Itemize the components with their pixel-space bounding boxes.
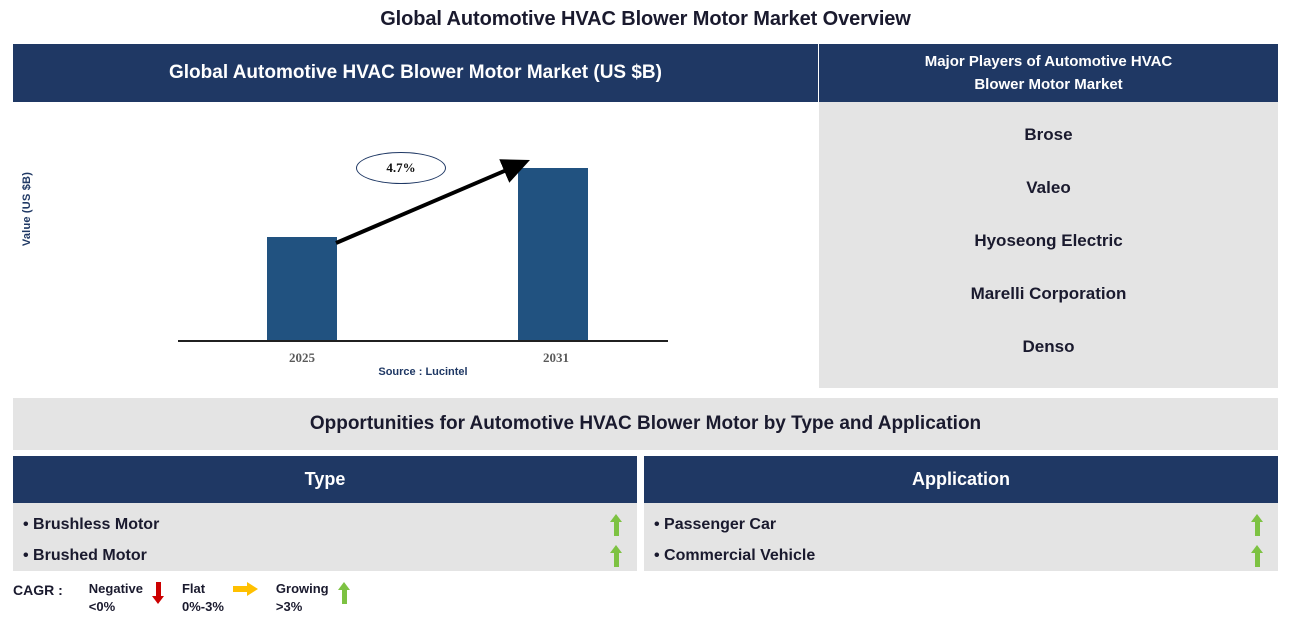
cagr-flat-range: 0%-3% (181, 598, 224, 614)
market-chart-panel: Global Automotive HVAC Blower Motor Mark… (13, 44, 818, 388)
up-arrow-icon (337, 582, 351, 604)
chart-source-note: Source : Lucintel (378, 366, 468, 378)
cagr-growing-range: >3% (275, 598, 303, 614)
list-item: Hyoseong Electric (974, 230, 1123, 250)
cagr-negative-text: Negative <0% (89, 580, 143, 615)
chart-panel-header: Global Automotive HVAC Blower Motor Mark… (13, 44, 818, 102)
cagr-legend-entry-negative: Negative <0% (89, 580, 174, 615)
opportunities-application-table: Application • Passenger Car • Commercial… (644, 456, 1278, 571)
type-column-header: Type (13, 456, 637, 503)
list-item: Brose (1024, 124, 1073, 144)
list-item: Valeo (1026, 177, 1071, 197)
cagr-arrow-icon (335, 159, 530, 245)
bar-2031 (518, 168, 588, 340)
application-column-header: Application (644, 456, 1278, 503)
type-items-list: • Brushless Motor • Brushed Motor (13, 503, 637, 571)
cagr-growing-text: Growing >3% (276, 580, 329, 615)
up-arrow-icon (1251, 544, 1264, 567)
list-item: • Commercial Vehicle (644, 540, 1278, 571)
list-item: • Brushless Motor (13, 509, 637, 540)
page-title: Global Automotive HVAC Blower Motor Mark… (380, 8, 911, 30)
application-item-label: • Passenger Car (654, 515, 777, 533)
cagr-flat-label: Flat (181, 581, 206, 596)
opportunities-type-table: Type • Brushless Motor • Brushed Motor (13, 456, 637, 571)
opportunities-section: Type • Brushless Motor • Brushed Motor A… (13, 456, 1278, 571)
chart-plot-area: 4.7% 2025 2031 (178, 110, 668, 365)
players-header-line-2: Blower Motor Market (974, 76, 1123, 93)
cagr-legend-entry-growing: Growing >3% (276, 580, 360, 615)
type-item-label: • Brushed Motor (23, 546, 147, 564)
top-section: Global Automotive HVAC Blower Motor Mark… (13, 44, 1278, 388)
chart-x-axis-line (178, 340, 668, 342)
players-list: Brose Valeo Hyoseong Electric Marelli Co… (819, 102, 1278, 388)
bar-2025 (267, 237, 337, 340)
cagr-growing-label: Growing (275, 581, 329, 596)
list-item: Marelli Corporation (970, 284, 1127, 304)
bar-chart: Value (US $B) 4.7% 2025 2031 Sou (13, 102, 818, 388)
list-item: • Brushed Motor (13, 540, 637, 571)
players-header-line-1: Major Players of Automotive HVAC (924, 52, 1173, 70)
up-arrow-icon (1251, 513, 1264, 536)
list-item: • Passenger Car (644, 509, 1278, 540)
cagr-negative-range: <0% (88, 598, 116, 614)
list-item: Denso (1022, 337, 1075, 357)
application-item-label: • Commercial Vehicle (654, 546, 816, 564)
cagr-legend: CAGR : Negative <0% Flat 0%-3% Growing >… (13, 580, 368, 628)
cagr-negative-label: Negative (88, 581, 143, 596)
type-item-label: • Brushless Motor (23, 515, 160, 533)
cagr-value-callout: 4.7% (356, 152, 446, 184)
down-arrow-icon (151, 582, 165, 604)
x-tick-2031: 2031 (543, 350, 569, 365)
players-panel-header: Major Players of Automotive HVAC Blower … (819, 44, 1278, 102)
opportunities-banner: Opportunities for Automotive HVAC Blower… (13, 398, 1278, 450)
major-players-panel: Major Players of Automotive HVAC Blower … (819, 44, 1278, 388)
up-arrow-icon (610, 513, 623, 536)
chart-y-axis-label: Value (US $B) (21, 171, 33, 247)
application-items-list: • Passenger Car • Commercial Vehicle (644, 503, 1278, 571)
x-tick-2025: 2025 (289, 350, 315, 365)
right-arrow-icon (232, 582, 259, 596)
cagr-legend-entry-flat: Flat 0%-3% (182, 580, 268, 615)
cagr-legend-title: CAGR : (13, 582, 63, 598)
cagr-flat-text: Flat 0%-3% (182, 580, 224, 615)
up-arrow-icon (610, 544, 623, 567)
